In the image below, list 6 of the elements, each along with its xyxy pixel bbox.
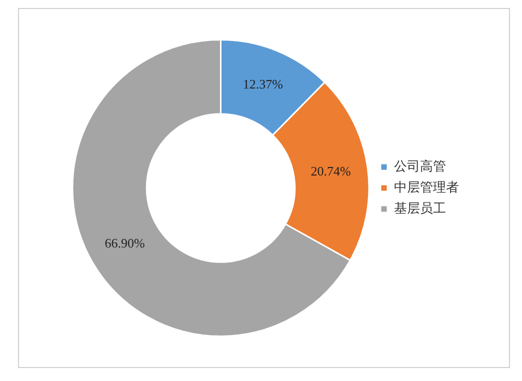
legend-label: 基层员工 [394, 201, 446, 216]
legend-label: 公司高管 [394, 158, 446, 174]
data-label: 20.74% [310, 164, 352, 179]
data-label: 12.37% [242, 76, 284, 92]
data-label: 66.90% [104, 236, 146, 251]
legend-label: 中层管理者 [394, 180, 459, 196]
